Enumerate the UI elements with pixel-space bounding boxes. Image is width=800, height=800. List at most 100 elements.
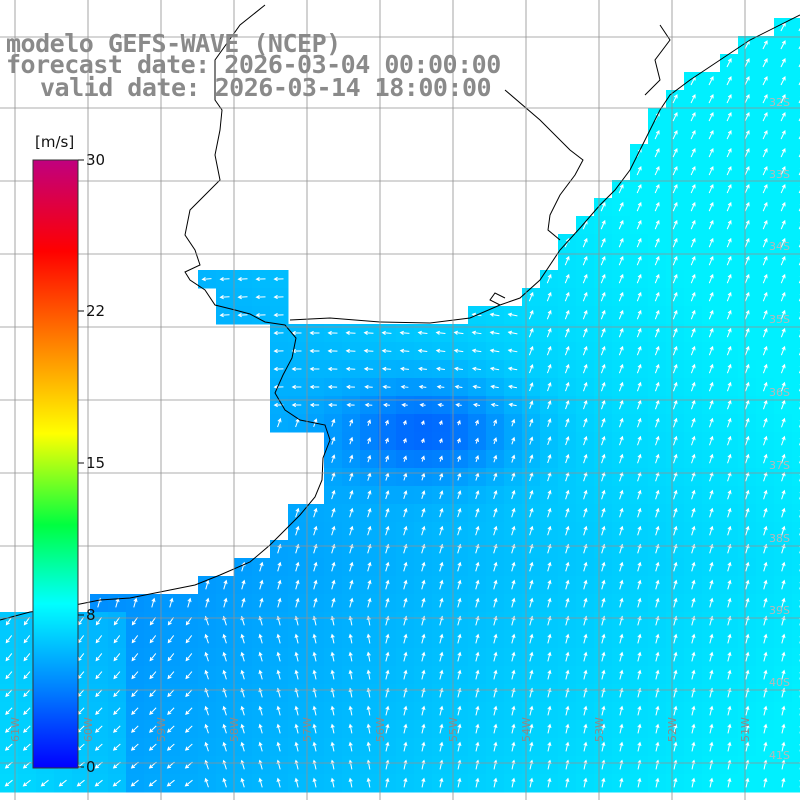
- wave-cell: [792, 342, 800, 361]
- wave-arrow: [780, 327, 786, 338]
- wave-arrow: [601, 633, 606, 644]
- wave-arrow: [439, 705, 444, 716]
- wave-arrow: [690, 399, 696, 410]
- wave-arrow: [511, 489, 516, 500]
- wave-arrow: [185, 707, 193, 715]
- wave-arrow: [381, 330, 392, 335]
- wave-arrow: [655, 723, 660, 734]
- wave-arrow: [508, 384, 518, 389]
- wave-arrow: [457, 741, 462, 752]
- wave-arrow: [780, 399, 786, 410]
- wave-arrow: [457, 669, 462, 680]
- wave-arrow: [637, 597, 642, 608]
- wave-arrow: [294, 741, 299, 752]
- wave-arrow: [727, 417, 732, 428]
- wave-arrow: [348, 741, 353, 752]
- wave-arrow: [618, 291, 624, 302]
- wave-arrow: [781, 561, 786, 572]
- wave-arrow: [780, 147, 786, 158]
- wave-arrow: [5, 671, 13, 680]
- wave-arrow: [131, 653, 139, 662]
- wave-arrow: [309, 348, 320, 354]
- wave-arrow: [600, 219, 606, 230]
- wave-arrow: [672, 255, 678, 266]
- wave-arrow: [636, 237, 642, 248]
- wave-arrow: [781, 507, 786, 518]
- wave-arrow: [475, 633, 480, 644]
- wave-arrow: [345, 366, 356, 372]
- wave-arrow: [403, 777, 408, 788]
- wave-arrow: [690, 309, 696, 320]
- wave-arrow: [744, 201, 750, 212]
- wave-arrow: [529, 669, 534, 680]
- wave-arrow: [565, 597, 570, 608]
- wave-arrow: [23, 707, 31, 715]
- wave-arrow: [204, 705, 209, 716]
- wave-arrow: [619, 705, 624, 716]
- wave-arrow: [564, 363, 570, 374]
- wave-arrow: [169, 597, 174, 608]
- wave-arrow: [601, 507, 606, 518]
- wave-arrow: [744, 147, 750, 158]
- lat-label-38S: 38S: [769, 532, 790, 545]
- wave-arrow: [709, 705, 714, 716]
- wave-arrow: [601, 417, 606, 428]
- wave-arrow: [331, 436, 336, 445]
- wave-arrow: [222, 705, 227, 716]
- wave-arrow: [600, 309, 606, 320]
- wave-arrow: [167, 671, 175, 680]
- wave-arrow: [403, 651, 408, 662]
- wave-arrow: [328, 402, 337, 408]
- lat-label-32S: 32S: [769, 96, 790, 109]
- wave-arrow: [619, 507, 624, 518]
- wave-arrow: [187, 597, 192, 608]
- wave-arrow: [582, 363, 588, 374]
- wave-arrow: [547, 525, 552, 536]
- wave-cell: [792, 378, 800, 397]
- wave-arrow: [457, 777, 462, 788]
- wave-arrow: [619, 453, 624, 464]
- wave-arrow: [435, 330, 446, 335]
- wave-arrow: [726, 201, 732, 212]
- wave-arrow: [312, 741, 317, 752]
- wave-arrow: [601, 579, 606, 590]
- wave-arrow: [565, 669, 570, 680]
- wave-cell: [792, 360, 800, 379]
- wave-arrow: [691, 435, 696, 446]
- wave-arrow: [636, 291, 642, 302]
- wave-arrow: [762, 273, 768, 284]
- wave-arrow: [511, 507, 516, 518]
- wave-arrow: [744, 381, 750, 392]
- wave-arrow: [474, 437, 479, 444]
- wave-arrow: [780, 345, 786, 356]
- wave-arrow: [727, 579, 732, 590]
- wave-arrow: [493, 651, 498, 662]
- wave-arrow: [381, 348, 392, 353]
- wave-cell: [792, 720, 800, 739]
- wave-arrow: [546, 273, 552, 284]
- wave-arrow: [690, 183, 696, 194]
- wave-arrow: [367, 507, 372, 518]
- wave-arrow: [690, 345, 696, 356]
- wave-arrow: [690, 165, 696, 176]
- wave-arrow: [709, 651, 714, 662]
- wave-cell: [792, 756, 800, 775]
- wave-arrow: [258, 723, 263, 734]
- wave-arrow: [600, 237, 606, 248]
- wave-arrow: [691, 597, 696, 608]
- lat-label-37S: 37S: [769, 459, 790, 472]
- wave-arrow: [385, 507, 390, 518]
- wave-arrow: [5, 707, 13, 715]
- wave-arrow: [708, 309, 714, 320]
- wave-arrow: [475, 777, 480, 788]
- wave-arrow: [456, 437, 461, 444]
- wave-arrow: [167, 653, 175, 662]
- lat-label-33S: 33S: [769, 168, 790, 181]
- wave-arrow: [439, 777, 444, 788]
- wave-arrow: [780, 255, 786, 266]
- wave-arrow: [564, 327, 570, 338]
- wave-arrow: [439, 597, 444, 608]
- wave-arrow: [726, 309, 732, 320]
